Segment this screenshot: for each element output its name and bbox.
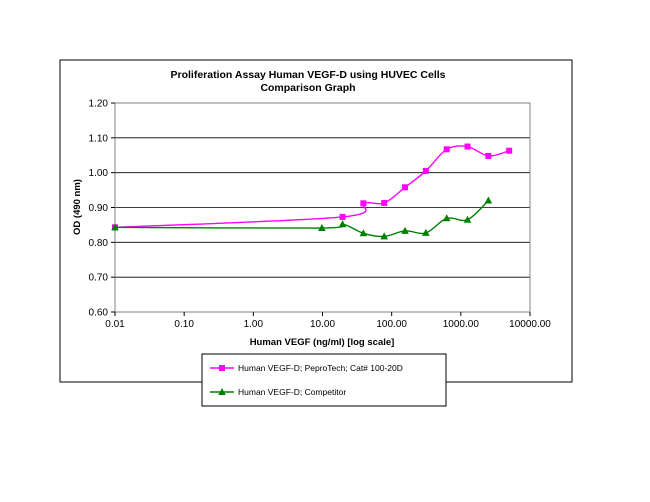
chart-border (59, 59, 573, 383)
data-point-peprotech (506, 147, 513, 154)
x-tick-label: 100.00 (376, 319, 407, 330)
data-point-peprotech (402, 184, 409, 191)
y-tick-label: 1.00 (89, 168, 109, 179)
y-tick-label: 1.10 (89, 133, 109, 144)
data-point-peprotech (360, 200, 367, 207)
data-point-competitor (401, 226, 409, 234)
data-point-peprotech (464, 143, 471, 150)
x-tick-label: 1.00 (244, 319, 264, 330)
grid (115, 137, 530, 278)
series-layer (111, 143, 513, 240)
data-point-competitor (422, 228, 430, 236)
data-point-competitor (111, 223, 119, 231)
legend-label-peprotech: Human VEGF-D; PeproTech; Cat# 100-20D (238, 363, 403, 373)
chart-subtitle: Comparison Graph (260, 82, 355, 94)
x-tick-label: 10.00 (310, 319, 335, 330)
legend-box (201, 353, 447, 407)
data-point-competitor (463, 215, 472, 223)
legend-label-competitor: Human VEGF-D; Competitor (238, 387, 346, 397)
data-point-peprotech (422, 167, 429, 174)
y-tick-label: 1.20 (89, 99, 109, 110)
data-point-peprotech (443, 146, 450, 153)
y-tick-label: 0.70 (89, 273, 109, 284)
legend-marker-competitor (218, 388, 226, 395)
data-point-competitor (338, 220, 347, 228)
y-axis-label: OD (490 nm) (72, 179, 83, 235)
data-point-competitor (318, 224, 326, 232)
data-point-competitor (359, 229, 368, 237)
axes: 0.60 0.70 0.80 0.90 1.00 1.10 1.20 0.01 0.10 1.00… (89, 99, 552, 331)
data-point-peprotech (339, 213, 346, 220)
legend-marker-peprotech (219, 365, 225, 371)
legend: Human VEGF-D; PeproTech; Cat# 100-20D Hum… (210, 363, 403, 397)
x-tick-label: 0.10 (174, 319, 194, 330)
data-point-competitor (442, 214, 451, 222)
y-tick-label: 0.90 (89, 203, 109, 214)
x-axis-label: Human VEGF (ng/ml) [log scale] (250, 337, 395, 348)
data-point-competitor (484, 196, 493, 204)
x-tick-label: 1000.00 (443, 319, 480, 330)
data-point-competitor (380, 232, 389, 240)
data-point-peprotech (381, 199, 388, 206)
x-tick-label: 10000.00 (509, 319, 551, 330)
y-tick-label: 0.80 (89, 238, 109, 249)
y-tick-label: 0.60 (89, 308, 109, 319)
chart-title: Proliferation Assay Human VEGF-D using H… (171, 69, 446, 81)
data-point-peprotech (485, 152, 492, 159)
x-tick-label: 0.01 (105, 319, 125, 330)
